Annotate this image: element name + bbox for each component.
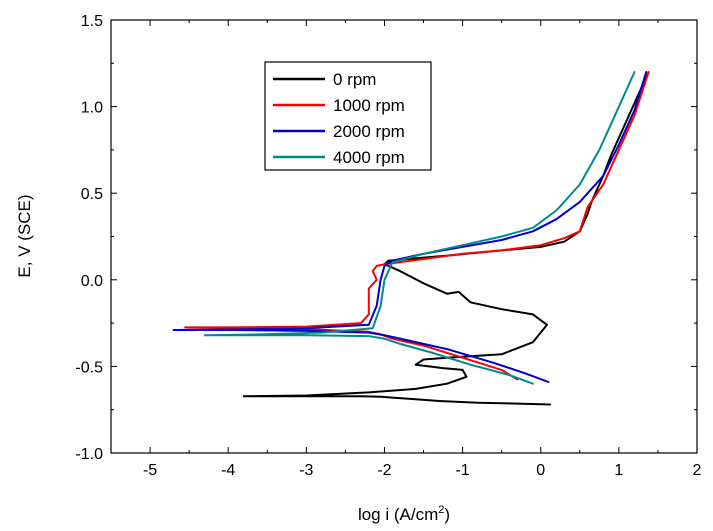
- y-axis-label: E, V (SCE): [15, 194, 34, 277]
- legend-label: 0 rpm: [333, 70, 376, 89]
- x-axis-label-superscript: 2: [438, 504, 444, 516]
- x-tick-label: 1: [614, 462, 623, 479]
- y-tick-label: 1.0: [81, 100, 103, 117]
- x-tick-labels: -5 -4 -3 -2 -1 0 1 2: [143, 462, 702, 479]
- x-tick-label: 2: [693, 462, 702, 479]
- x-tick-label: -3: [299, 462, 313, 479]
- legend-label: 4000 rpm: [333, 148, 405, 167]
- x-tick-label: -1: [455, 462, 469, 479]
- series-line-2: [172, 71, 648, 383]
- legend: 0 rpm 1000 rpm 2000 rpm 4000 rpm: [264, 61, 432, 171]
- series-line-3: [203, 71, 636, 385]
- x-tick-label: -5: [143, 462, 157, 479]
- legend-label: 1000 rpm: [333, 96, 405, 115]
- axis-ticks: [110, 19, 698, 454]
- y-tick-label: 1.5: [81, 13, 103, 30]
- y-tick-labels: -1.0 -0.5 0.0 0.5 1.0 1.5: [75, 13, 103, 463]
- x-tick-label: -2: [377, 462, 391, 479]
- x-tick-label: -4: [221, 462, 235, 479]
- y-tick-label: -1.0: [75, 446, 103, 463]
- x-axis-label: log i (A/cm2): [358, 504, 450, 524]
- series-lines: [172, 71, 650, 406]
- y-tick-label: -0.5: [75, 359, 103, 376]
- x-tick-label: 0: [536, 462, 545, 479]
- y-tick-label: 0.0: [81, 273, 103, 290]
- legend-label: 2000 rpm: [333, 122, 405, 141]
- y-tick-label: 0.5: [81, 186, 103, 203]
